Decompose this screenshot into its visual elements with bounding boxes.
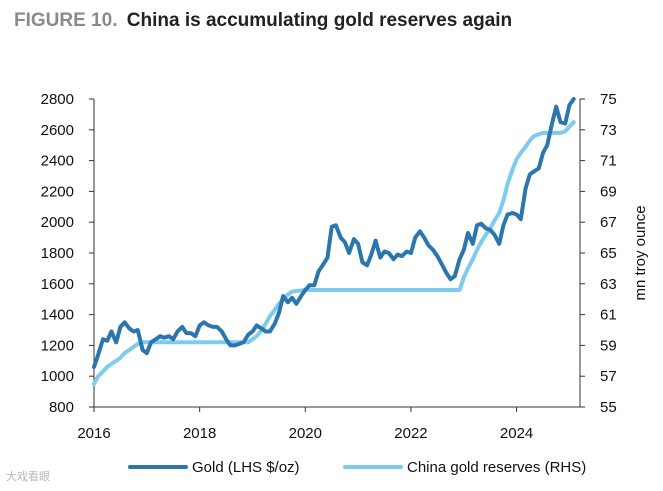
x-tick-label: 2022: [394, 425, 427, 442]
gold-price-line: [92, 97, 576, 369]
right-tick-label: 59: [600, 337, 617, 354]
figure-number: FIGURE 10.: [14, 10, 118, 31]
left-tick-label: 2800: [41, 91, 74, 108]
left-tick-label: 1600: [41, 276, 74, 293]
right-tick-label: 63: [600, 276, 617, 293]
chart-title: FIGURE 10. China is accumulating gold re…: [14, 10, 512, 32]
legend-gold-label: Gold (LHS $/oz): [192, 459, 300, 476]
right-tick-label: 67: [600, 214, 617, 231]
right-tick-label: 73: [600, 122, 617, 139]
x-tick-label: 2024: [500, 425, 533, 442]
left-tick-label: 2400: [41, 153, 74, 170]
left-tick-label: 1400: [41, 307, 74, 324]
watermark-logo: 大戏看眼: [6, 468, 50, 484]
right-tick-label: 55: [600, 399, 617, 416]
x-tick-label: 2018: [183, 425, 216, 442]
right-tick-label: 71: [600, 153, 617, 170]
x-tick-label: 2016: [77, 425, 110, 442]
right-tick-label: 65: [600, 245, 617, 262]
watermark-text: 大戏看眼: [6, 471, 50, 483]
left-tick-label: 1800: [41, 245, 74, 262]
left-tick-label: 800: [49, 399, 74, 416]
china-reserves-line: [92, 120, 576, 386]
figure-title: China is accumulating gold reserves agai…: [126, 10, 513, 31]
right-tick-label: 69: [600, 183, 617, 200]
left-tick-label: 1200: [41, 337, 74, 354]
right-tick-label: 61: [600, 307, 617, 324]
left-tick-label: 1000: [41, 368, 74, 385]
legend-reserves-label: China gold reserves (RHS): [407, 459, 586, 476]
x-tick-label: 2020: [289, 425, 322, 442]
left-tick-label: 2000: [41, 214, 74, 231]
right-tick-label: 75: [600, 91, 617, 108]
right-axis-title: mn troy ounce: [632, 205, 649, 300]
left-tick-label: 2200: [41, 183, 74, 200]
right-tick-label: 57: [600, 368, 617, 385]
left-tick-label: 2600: [41, 122, 74, 139]
